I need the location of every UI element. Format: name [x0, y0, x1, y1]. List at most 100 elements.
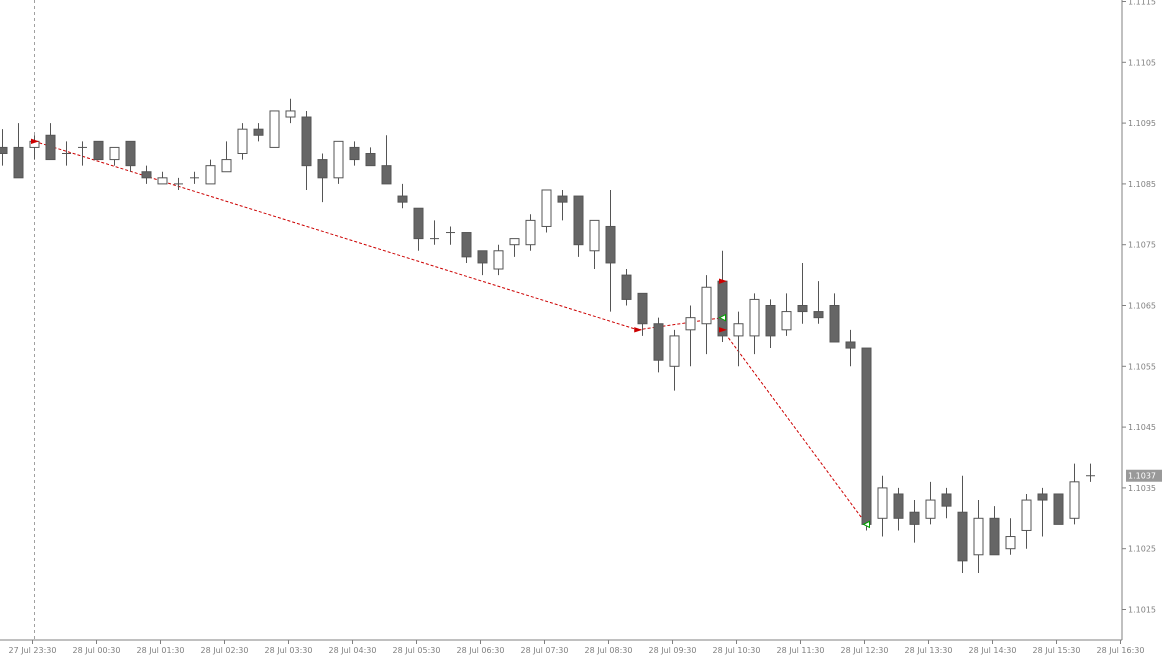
trade-entry-marker: [719, 327, 728, 333]
candle-body-bear: [381, 165, 392, 185]
candle: [333, 140, 344, 184]
candle: [285, 98, 296, 124]
time-tick-label: 28 Jul 08:30: [585, 646, 633, 655]
candle-body-bull: [973, 517, 984, 556]
candle-body-bull: [1069, 481, 1080, 519]
candle-body-bull: [669, 335, 680, 367]
candle: [13, 123, 24, 179]
candle: [669, 329, 680, 391]
candle: [477, 250, 488, 276]
candle: [365, 147, 376, 167]
time-tick-label: 28 Jul 16:30: [1097, 646, 1145, 655]
candle: [685, 305, 696, 367]
candle-body-bull: [237, 128, 248, 154]
price-tick-label: 1.1055: [1128, 362, 1156, 371]
candle-body-bull: [541, 189, 552, 227]
candle-body-bear: [93, 140, 104, 161]
candle-body-bear: [653, 323, 664, 361]
time-tick-label: 28 Jul 03:30: [265, 646, 313, 655]
candle-body-bull: [285, 110, 296, 118]
price-tick-label: 1.1115: [1128, 0, 1156, 7]
candle: [813, 281, 824, 324]
candle: [174, 177, 183, 190]
candle: [78, 141, 87, 166]
candle-body-bull: [493, 250, 504, 270]
candle: [157, 171, 168, 185]
candle: [989, 506, 1000, 556]
time-tick-label: 28 Jul 06:30: [457, 646, 505, 655]
candle-body-bear: [301, 116, 312, 167]
candle: [925, 481, 936, 525]
candle-body-bear: [941, 493, 952, 507]
candle-body-bear: [1053, 493, 1064, 525]
candle: [973, 500, 984, 574]
trade-line: [34, 140, 638, 331]
candle: [381, 135, 392, 185]
candle: [0, 129, 8, 166]
candle-body-bull: [109, 146, 120, 161]
candle-body-bear: [413, 207, 424, 240]
candle: [1069, 463, 1080, 525]
time-tick-label: 27 Jul 23:30: [9, 646, 57, 655]
candle-body-bear: [317, 159, 328, 179]
candle-body-bear: [557, 195, 568, 203]
candle: [877, 475, 888, 537]
candle: [605, 189, 616, 312]
candle-body-bear: [829, 305, 840, 343]
candle-body-bull: [269, 110, 280, 148]
candle: [125, 140, 136, 172]
candle-body-bull: [205, 165, 216, 185]
candle: [269, 110, 280, 148]
candle-body-bear: [1037, 493, 1048, 501]
candle: [765, 299, 776, 349]
candle-body-bear: [861, 347, 872, 525]
price-tick-label: 1.1025: [1128, 545, 1156, 554]
candle: [893, 487, 904, 531]
candle-body-bear: [125, 140, 136, 167]
candle-body-bear: [813, 311, 824, 319]
candle-body-bear: [253, 128, 264, 136]
candle: [797, 262, 808, 324]
candle-body-bear: [621, 274, 632, 300]
candle: [941, 487, 952, 519]
time-tick-label: 28 Jul 10:30: [713, 646, 761, 655]
candle: [397, 183, 408, 209]
candle-body-bull: [877, 487, 888, 519]
candle: [525, 214, 536, 251]
candles-layer: [0, 98, 1095, 574]
candle: [829, 293, 840, 343]
candle: [845, 329, 856, 367]
time-tick-label: 28 Jul 00:30: [73, 646, 121, 655]
candle-body-bear: [141, 171, 152, 179]
candle: [1005, 518, 1016, 555]
candle: [190, 171, 199, 184]
candle-body-bear: [893, 493, 904, 519]
candle: [557, 189, 568, 221]
current-price-label: 1.1037: [1128, 472, 1156, 481]
price-tick-label: 1.1035: [1128, 484, 1156, 493]
trade-line: [722, 329, 867, 525]
time-axis[interactable]: 27 Jul 23:30 28 Jul 00:30 28 Jul 01:30 28 J…: [0, 639, 1145, 655]
time-tick-label: 28 Jul 07:30: [521, 646, 569, 655]
candle: [1086, 463, 1095, 482]
candle-body-bull: [525, 219, 536, 246]
time-tick-label: 28 Jul 14:30: [969, 646, 1017, 655]
candle: [701, 275, 712, 355]
candle-body-bull: [781, 311, 792, 331]
price-axis[interactable]: 1.1115 1.1105 1.1095 1.1085 1.1075 1.1065 1.10…: [1121, 0, 1156, 640]
candle: [430, 220, 439, 245]
candle: [317, 153, 328, 203]
candle: [446, 226, 455, 245]
candle-body-bull: [685, 317, 696, 331]
candle-body-bear: [637, 292, 648, 325]
candle: [237, 123, 248, 160]
candle: [733, 311, 744, 367]
candle: [621, 269, 632, 306]
candle: [349, 141, 360, 166]
candle: [301, 110, 312, 190]
price-tick-label: 1.1095: [1128, 119, 1156, 128]
price-tick-label: 1.1085: [1128, 180, 1156, 189]
candle-body-bear: [909, 511, 920, 525]
